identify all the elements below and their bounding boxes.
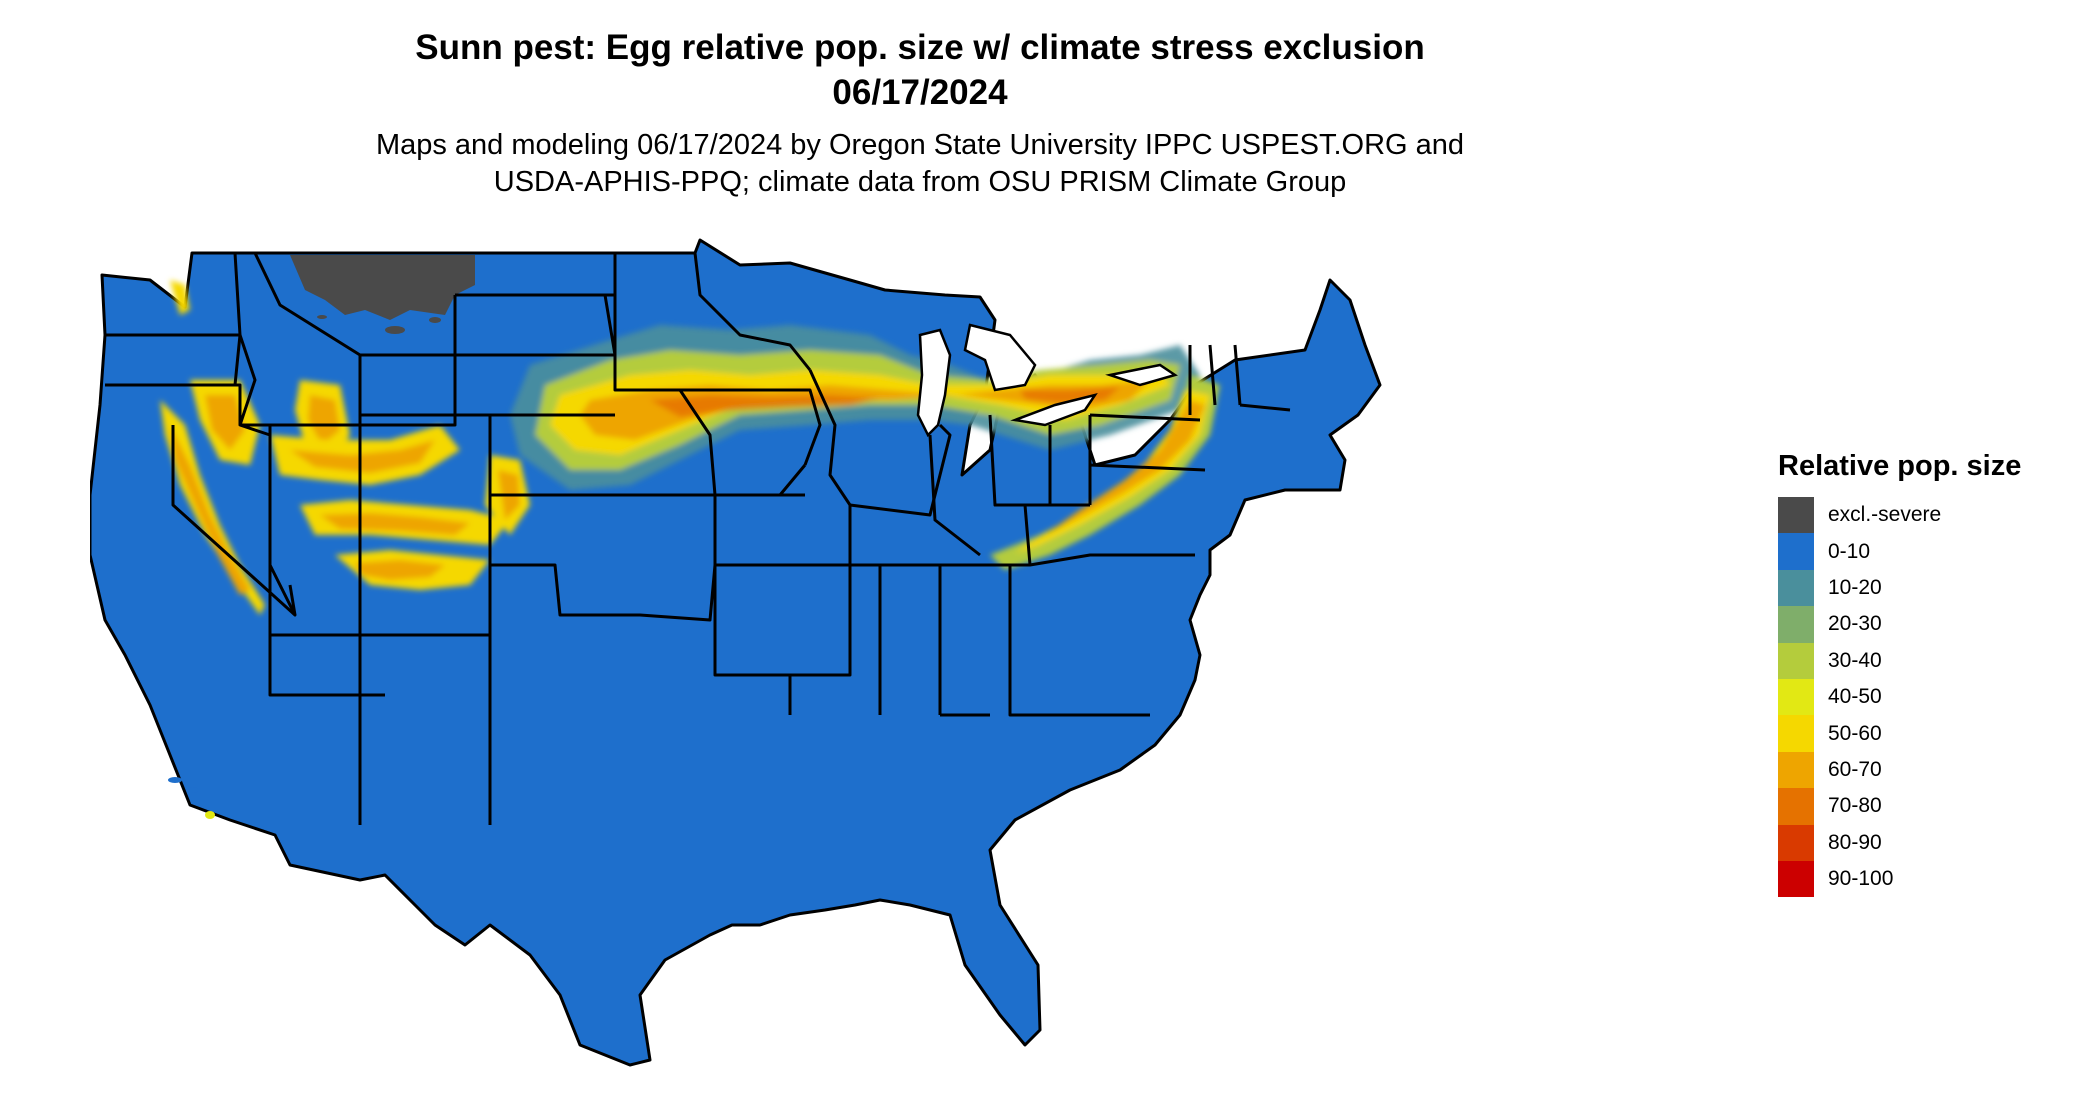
legend-swatch (1778, 569, 1814, 607)
legend-swatch (1778, 533, 1814, 570)
legend-label: excl.-severe (1828, 503, 1942, 527)
legend-swatch (1778, 606, 1814, 643)
legend-item: 60-70 (1778, 751, 2021, 789)
legend-swatch (1778, 751, 1814, 789)
legend-label: 0-10 (1828, 539, 1871, 563)
legend-swatch (1778, 788, 1814, 825)
legend-label: 30-40 (1828, 648, 1882, 672)
legend-label: 90-100 (1828, 867, 1894, 891)
legend-items: excl.-severe 0-10 10-20 20-30 30-40 40-50 50-6… (1778, 497, 2021, 898)
credits-line-2: USDA-APHIS-PPQ; climate data from OSU PR… (493, 166, 1347, 198)
lake-michigan (916, 328, 952, 438)
state-borders (105, 252, 1291, 825)
pest-hotspot-west (160, 280, 530, 615)
great-lakes (916, 323, 1178, 438)
legend-label: 10-20 (1828, 575, 1882, 599)
channel-islands (168, 777, 215, 819)
legend-item: 10-20 (1778, 569, 2021, 607)
legend-title: Relative pop. size (1778, 450, 2022, 482)
legend: Relative pop. size excl.-severe 0-10 10-20… (1778, 450, 2022, 898)
legend-label: 40-50 (1828, 685, 1882, 709)
legend-item: 80-90 (1778, 824, 2021, 861)
legend-item: 50-60 (1778, 715, 2021, 752)
legend-item: 0-10 (1778, 533, 2021, 570)
legend-item: 20-30 (1778, 606, 2021, 643)
legend-swatch (1778, 497, 1814, 534)
legend-label: 20-30 (1828, 612, 1882, 636)
map-title: Sunn pest: Egg relative pop. size w/ cli… (415, 28, 1425, 67)
legend-item: excl.-severe (1778, 497, 2021, 534)
legend-swatch (1778, 824, 1814, 861)
legend-label: 70-80 (1828, 794, 1882, 818)
credits-line-1: Maps and modeling 06/17/2024 by Oregon S… (375, 129, 1465, 161)
legend-label: 60-70 (1828, 757, 1882, 781)
legend-swatch (1778, 715, 1814, 752)
legend-swatch (1778, 860, 1814, 898)
us-map (90, 238, 1382, 1067)
legend-label: 50-60 (1828, 721, 1882, 745)
legend-item: 40-50 (1778, 678, 2021, 716)
legend-item: 70-80 (1778, 788, 2021, 825)
legend-swatch (1778, 642, 1814, 679)
lake-ontario (1105, 363, 1178, 387)
legend-item: 30-40 (1778, 642, 2021, 679)
lake-erie (1010, 393, 1098, 427)
lake-huron (963, 323, 1037, 392)
legend-label: 80-90 (1828, 830, 1882, 854)
excluded-area-montana (290, 255, 475, 334)
legend-swatch (1778, 678, 1814, 716)
map-date: 06/17/2024 (832, 73, 1008, 112)
legend-item: 90-100 (1778, 860, 2021, 898)
